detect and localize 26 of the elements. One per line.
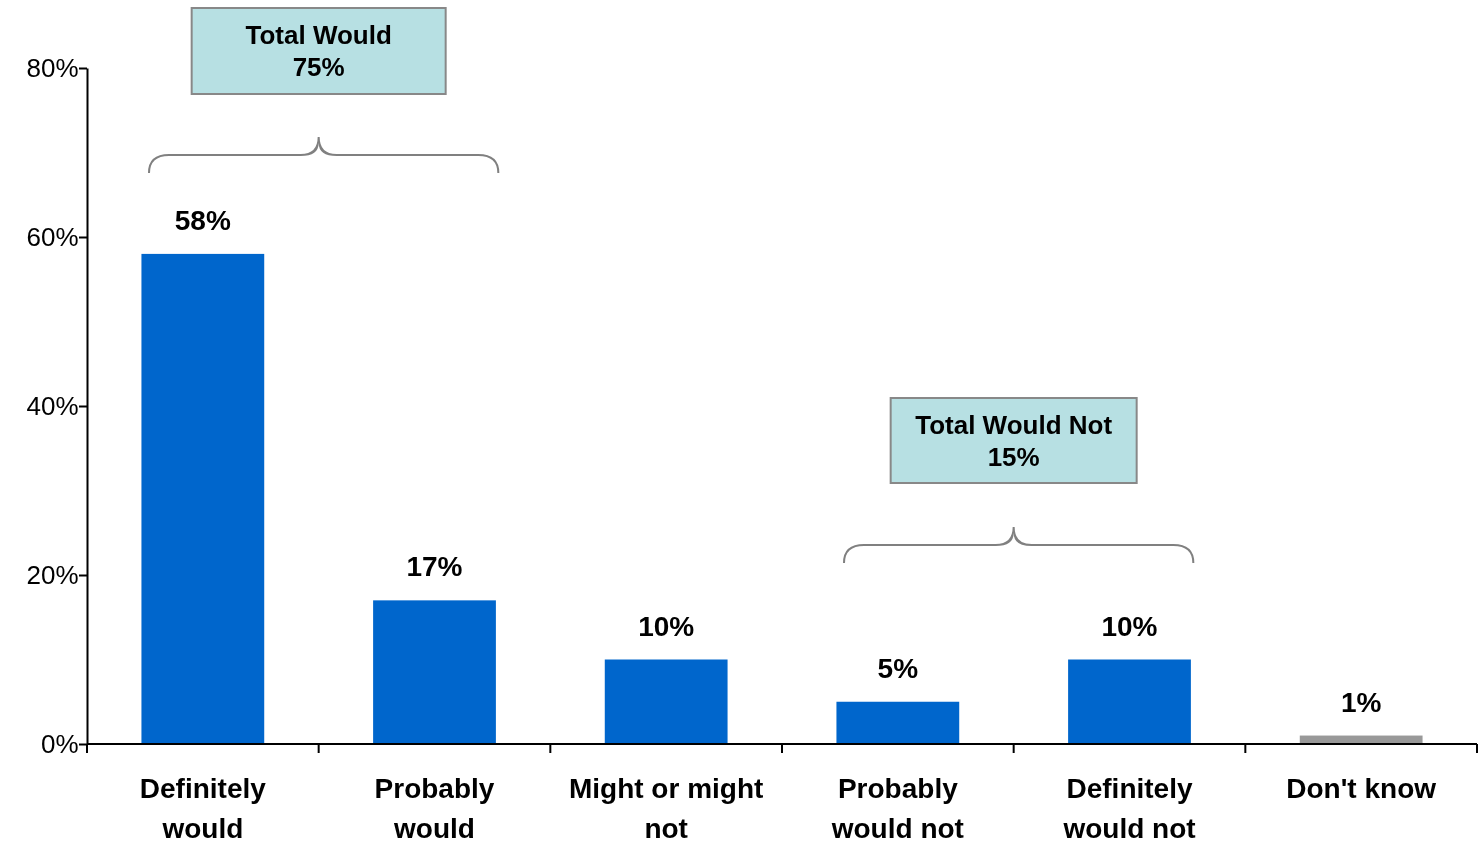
x-tick-label: Probably would not	[830, 773, 964, 844]
data-label: 5%	[877, 652, 919, 684]
y-tick-label: 40%	[26, 390, 79, 421]
x-tick-label: Don't know	[1286, 773, 1437, 804]
x-tick-label: Definitely would not	[1062, 773, 1196, 844]
bar	[1068, 659, 1191, 744]
bar	[141, 253, 265, 744]
bar	[836, 701, 960, 744]
y-tick-label: 60%	[26, 221, 79, 252]
bar	[604, 659, 728, 744]
x-tick-label: Probably would	[374, 773, 495, 844]
x-tick-label: Might or might not	[568, 773, 764, 844]
y-tick-label: 0%	[41, 728, 79, 759]
left-brace-callout: Total Would 75%	[148, 7, 500, 173]
data-label: 10%	[638, 610, 695, 642]
annotation: Total Would 75%	[245, 20, 392, 82]
data-label: 17%	[406, 551, 463, 583]
data-label: 1%	[1340, 686, 1382, 718]
data-label: 10%	[1101, 610, 1158, 642]
y-tick-label: 80%	[26, 52, 79, 83]
data-label: 58%	[174, 204, 231, 236]
annotation: Total Would Not 15%	[915, 409, 1113, 472]
right-brace-callout: Total Would Not 15%	[843, 397, 1195, 563]
bar	[373, 600, 496, 744]
x-tick-label: Definitely would	[139, 773, 267, 844]
y-tick-label: 20%	[26, 559, 79, 590]
